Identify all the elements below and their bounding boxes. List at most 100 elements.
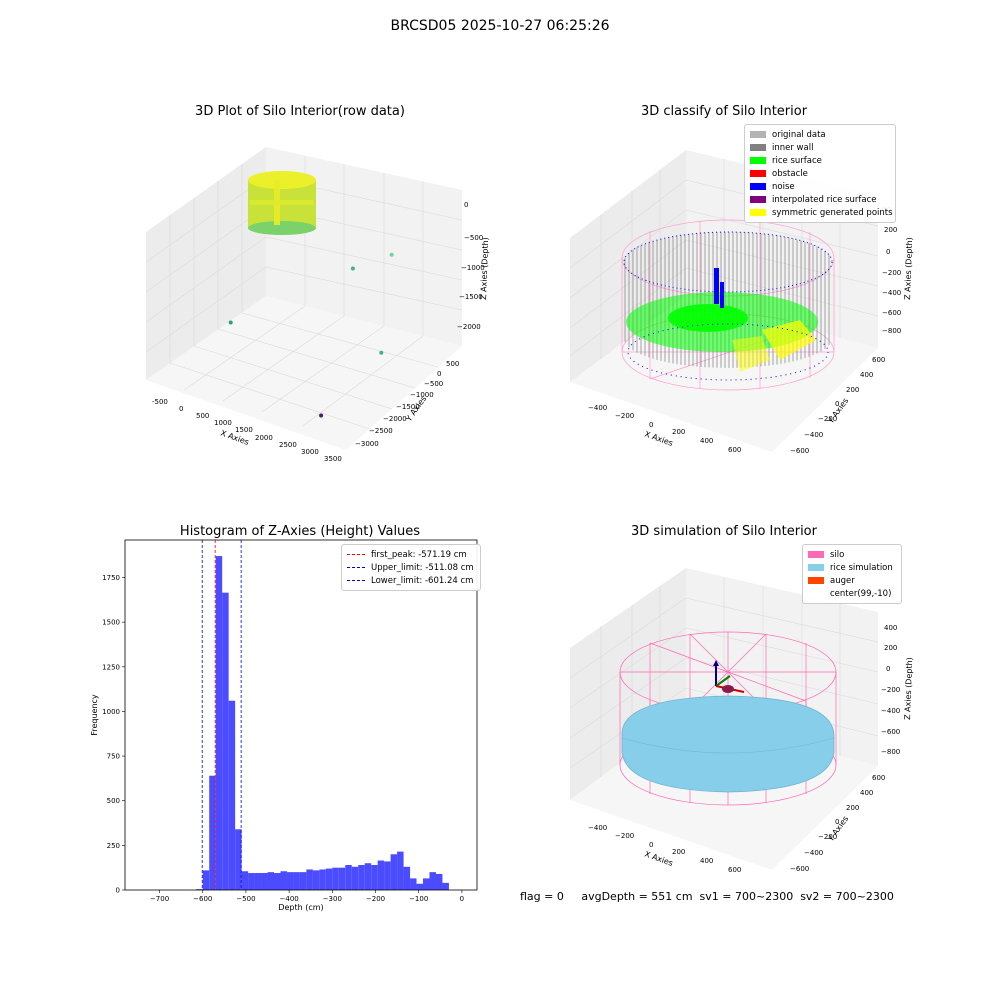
x-tick: −400 — [588, 824, 607, 832]
x-axis-label: X Axies — [643, 429, 674, 448]
y-tick-label: 1750 — [102, 574, 120, 582]
y-axis: 0 250 500 750 1000 1250 1500 1750 — [102, 574, 125, 895]
simulation-legend: silo rice simulation auger center(99,-10… — [802, 544, 902, 604]
x-tick-label: −100 — [409, 895, 428, 903]
legend-label: Upper_limit: -511.08 cm — [371, 562, 474, 573]
raw-3d-plot: 0 −500 −1000 −1500 −2000 -500 0 500 1000… — [145, 147, 490, 463]
x-tick: 200 — [672, 848, 685, 856]
legend-item: noise — [750, 180, 890, 193]
x-tick: -500 — [152, 398, 168, 406]
legend-swatch — [808, 564, 824, 571]
legend-line — [347, 554, 365, 555]
x-tick: −200 — [615, 412, 634, 420]
legend-swatch — [750, 170, 766, 177]
legend-swatch — [808, 590, 824, 597]
legend-swatch — [750, 157, 766, 164]
z-axis-label: Z Axies (Depth) — [479, 237, 490, 300]
legend-label: interpolated rice surface — [772, 194, 877, 205]
x-tick: 500 — [196, 412, 209, 420]
x-tick: 0 — [179, 405, 183, 413]
histogram-bar — [241, 871, 249, 890]
rice-simulation-surface — [621, 695, 835, 793]
legend-swatch — [808, 551, 824, 558]
z-axis-label: Z Axies (Depth) — [903, 657, 914, 720]
legend-label: Lower_limit: -601.24 cm — [371, 575, 474, 586]
histogram-bar — [202, 870, 210, 890]
y-tick-label: 1250 — [102, 663, 120, 671]
z-tick: −800 — [882, 327, 901, 335]
x-tick-label: −300 — [323, 895, 342, 903]
y-tick-label: 750 — [107, 753, 120, 761]
histogram-bar — [403, 866, 411, 890]
legend-label: rice simulation — [830, 562, 893, 573]
x-axis-label: X Axies — [643, 849, 674, 868]
histogram-bar — [235, 829, 242, 890]
histogram-bar — [416, 883, 424, 890]
z-tick: −600 — [882, 309, 901, 317]
y-tick: 600 — [872, 774, 885, 782]
y-tick: −200 — [818, 833, 837, 841]
y-tick: −400 — [804, 849, 823, 857]
y-tick: −400 — [804, 431, 823, 439]
y-tick: −600 — [790, 865, 809, 873]
legend-swatch — [750, 196, 766, 203]
legend-label: auger — [830, 575, 855, 586]
z-tick: −400 — [881, 707, 900, 715]
histogram-bar — [377, 860, 385, 890]
histogram-bar — [325, 868, 333, 890]
y-tick-label: 1500 — [102, 619, 120, 627]
legend-label: original data — [772, 129, 826, 140]
histogram-bar — [286, 872, 294, 890]
z-axis-label: Z Axies (Depth) — [903, 237, 914, 300]
y-tick: 400 — [860, 789, 873, 797]
legend-swatch — [750, 209, 766, 216]
plot-title-simulation: 3D simulation of Silo Interior — [631, 524, 817, 539]
plot-title-histogram: Histogram of Z-Axies (Height) Values — [179, 524, 421, 539]
legend-swatch — [750, 183, 766, 190]
y-tick: −500 — [424, 380, 443, 388]
legend-item: interpolated rice surface — [750, 193, 890, 206]
histogram-bar — [429, 872, 436, 890]
z-tick: −200 — [881, 686, 900, 694]
histogram-plot: −700 −600 −500 −400 −300 −200 −100 0 0 250 500 750… — [90, 539, 478, 912]
x-tick: 2000 — [255, 434, 273, 442]
legend-label: rice surface — [772, 155, 822, 166]
y-tick: 0 — [835, 818, 839, 826]
figure-title: BRCSD05 2025-10-27 06:25:26 — [390, 18, 610, 34]
legend-label: first_peak: -571.19 cm — [371, 549, 467, 560]
x-tick-label: −400 — [280, 895, 299, 903]
x-tick: 0 — [649, 421, 653, 429]
x-tick-label: −600 — [193, 895, 212, 903]
outlier-point — [319, 413, 324, 418]
rice-surface-points — [626, 292, 818, 372]
noise-points — [627, 268, 829, 381]
z-tick: 0 — [464, 201, 468, 209]
legend-label: noise — [772, 181, 795, 192]
histogram-bar — [254, 873, 262, 890]
classify-legend: original data inner wall rice surface ob… — [744, 124, 896, 223]
legend-swatch — [808, 577, 824, 584]
histogram-bar — [371, 865, 378, 890]
y-tick: 200 — [846, 386, 859, 394]
histogram-bar — [332, 867, 339, 890]
y-tick: 600 — [872, 356, 885, 364]
legend-item: original data — [750, 128, 890, 141]
classify-3d-plot: 00 200 0 −200 −400 −600 −800 −400 −200 0… — [569, 150, 914, 455]
legend-item: rice simulation — [808, 561, 896, 574]
x-tick: 1000 — [214, 419, 232, 427]
legend-item: symmetric generated points — [750, 206, 893, 219]
silo-point-cluster — [248, 171, 316, 235]
x-tick: 1500 — [235, 426, 253, 434]
z-tick: 0 — [886, 665, 890, 673]
y-tick: −2000 — [383, 415, 407, 423]
legend-label: silo — [830, 549, 845, 560]
y-tick: −2500 — [369, 427, 393, 435]
histogram-bar — [358, 865, 365, 890]
histogram-bar — [261, 873, 268, 890]
histogram-bar — [319, 869, 326, 890]
x-axis: −700 −600 −500 −400 −300 −200 −100 0 — [150, 890, 464, 903]
legend-line — [347, 567, 365, 568]
y-tick: −1500 — [396, 403, 420, 411]
legend-item: inner wall — [750, 141, 890, 154]
plot-title-classify: 3D classify of Silo Interior — [640, 104, 808, 119]
